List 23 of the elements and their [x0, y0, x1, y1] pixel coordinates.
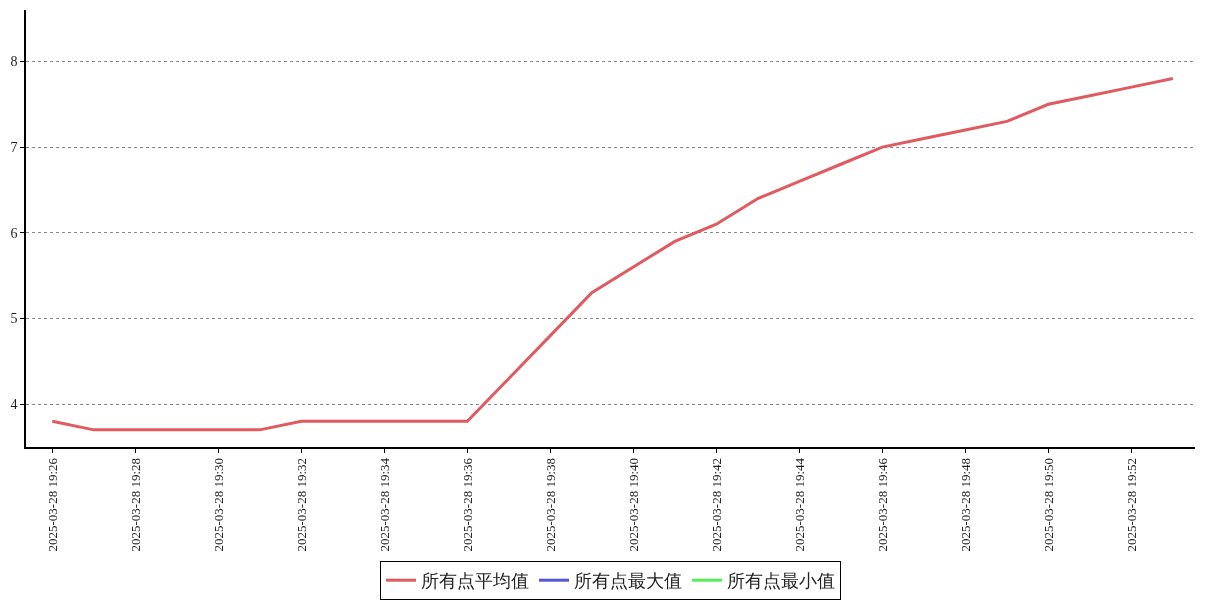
x-tick-label: 2025-03-28 19:26: [44, 457, 60, 552]
y-tick-label: 4: [10, 397, 18, 413]
line-series: [50, 77, 1175, 432]
x-tick-label: 2025-03-28 19:32: [293, 457, 309, 552]
x-tick-label: 2025-03-28 19:34: [376, 457, 392, 552]
legend-label: 所有点最大值: [574, 571, 682, 592]
x-tick-label: 2025-03-28 19:44: [791, 457, 807, 552]
x-tick-label: 2025-03-28 19:40: [625, 457, 641, 552]
x-tick-label: 2025-03-28 19:30: [210, 457, 226, 552]
x-tick-label: 2025-03-28 19:38: [542, 457, 558, 552]
x-tick-label: 2025-03-28 19:46: [874, 457, 890, 552]
legend-label: 所有点最小值: [727, 571, 835, 592]
x-tick-label: 2025-03-28 19:50: [1040, 457, 1056, 552]
x-tick-label: 2025-03-28 19:36: [459, 457, 475, 552]
y-tick-label: 6: [10, 225, 18, 241]
x-tick-label: 2025-03-28 19:28: [127, 457, 143, 552]
x-tick-label: 2025-03-28 19:52: [1123, 457, 1139, 552]
y-tick-label: 8: [10, 54, 18, 70]
legend-label: 所有点平均值: [421, 571, 529, 592]
x-tick-label: 2025-03-28 19:42: [708, 457, 724, 552]
y-tick-label: 7: [10, 140, 18, 155]
x-tick-label: 2025-03-28 19:48: [957, 457, 973, 552]
y-tick-label: 5: [10, 311, 18, 327]
